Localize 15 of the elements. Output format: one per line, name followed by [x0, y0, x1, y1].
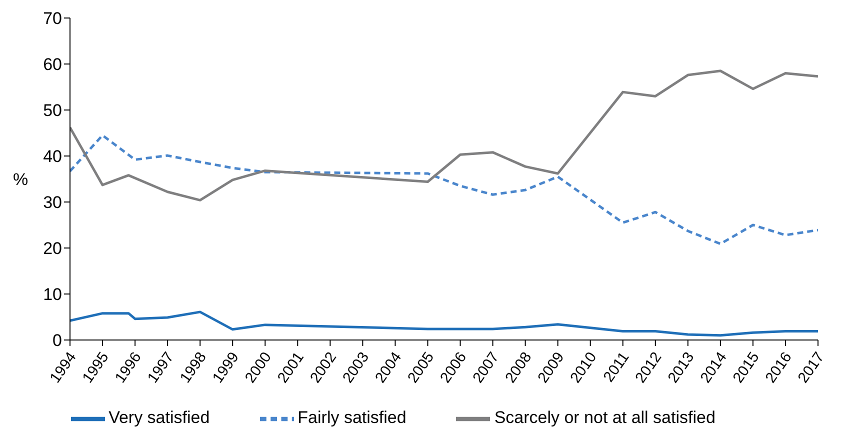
line-series	[70, 134, 818, 246]
y-tick-label: 20	[43, 239, 62, 258]
y-tick-label: 30	[43, 193, 62, 212]
line-series	[70, 70, 818, 202]
y-tick-label: 70	[43, 9, 62, 28]
y-tick-label: 60	[43, 55, 62, 74]
legend-label: Scarcely or not at all satisfied	[494, 408, 716, 428]
y-axis-title: %	[13, 170, 28, 190]
legend-label: Very satisfied	[108, 408, 210, 428]
y-tick-label: 40	[43, 147, 62, 166]
y-tick-label: 10	[43, 285, 62, 304]
y-tick-label: 50	[43, 101, 62, 120]
line-series	[70, 310, 818, 337]
legend-label: Fairly satisfied	[298, 408, 406, 428]
y-tick-label: 0	[52, 331, 62, 350]
